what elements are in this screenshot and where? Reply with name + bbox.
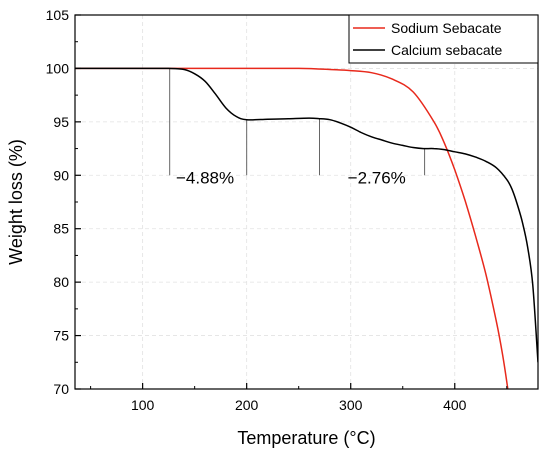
x-tick-label: 100 [131, 397, 155, 413]
x-axis-title: Temperature (°C) [237, 428, 375, 448]
series-lines [75, 67, 538, 389]
legend-label: Calcium sebacate [391, 42, 502, 58]
y-tick-label: 100 [46, 60, 70, 76]
legend-label: Sodium Sebacate [391, 20, 502, 36]
x-tick-label: 200 [235, 397, 259, 413]
series-line-calcium-sebacate [75, 67, 538, 363]
x-tick-label: 400 [443, 397, 467, 413]
annotations: −4.88% −2.76% [169, 68, 426, 188]
y-tick-label: 70 [53, 381, 69, 397]
y-tick-label: 75 [53, 328, 69, 344]
series-line-sodium-sebacate [75, 67, 509, 389]
y-tick-label: 85 [53, 221, 69, 237]
x-tick-label: 300 [339, 397, 363, 413]
y-tick-label: 105 [46, 7, 70, 23]
axis-ticks: 100 200 300 400 70 75 80 85 90 95 100 105 [46, 7, 508, 413]
legend-box [348, 14, 539, 64]
legend: Sodium Sebacate Calcium sebacate [348, 14, 539, 64]
annotation-label: −2.76% [348, 169, 406, 188]
y-tick-label: 90 [53, 167, 69, 183]
annotation-label: −4.88% [176, 169, 234, 188]
y-tick-label: 95 [53, 114, 69, 130]
y-axis-title: Weight loss (%) [6, 139, 26, 265]
y-tick-label: 80 [53, 274, 69, 290]
